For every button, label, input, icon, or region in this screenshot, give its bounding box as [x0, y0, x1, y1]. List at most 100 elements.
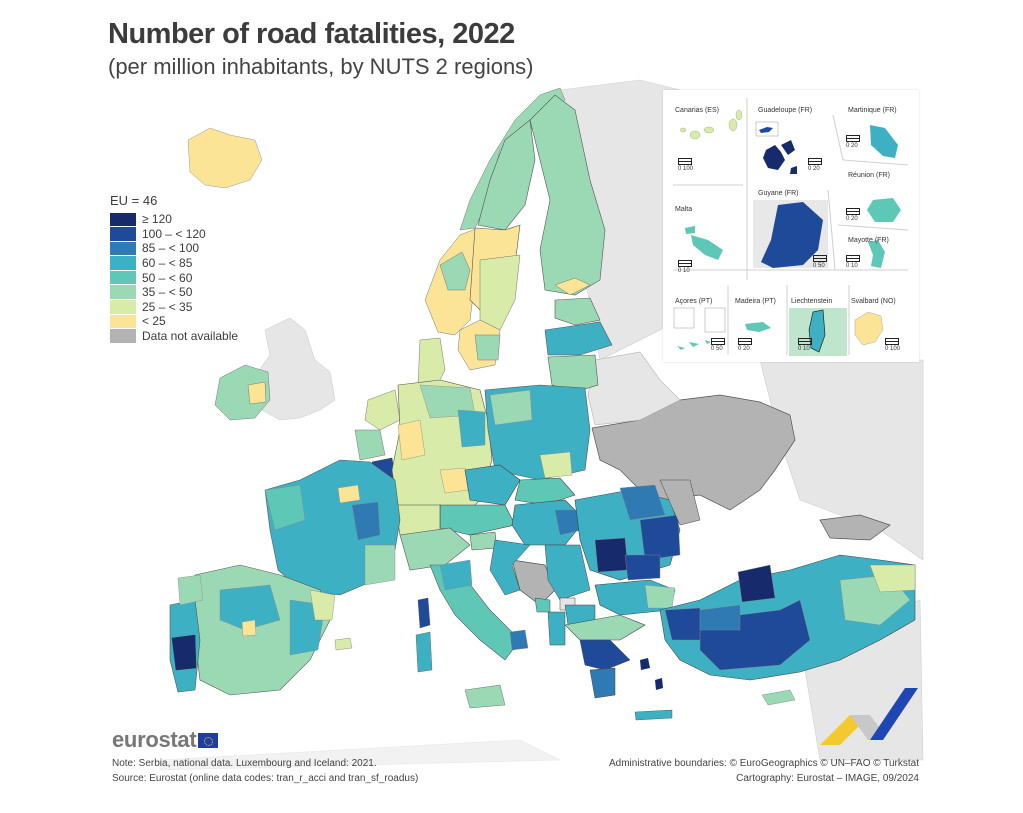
latvia-region	[544, 321, 613, 356]
legend-item: 35 – < 50	[110, 285, 238, 300]
montenegro-region	[534, 597, 551, 613]
italy-north-region	[399, 527, 471, 571]
outermost-regions-insets: Canarias (ES) Guadeloupe (FR) Martinique…	[663, 90, 919, 362]
ireland-eastern-midland-region	[247, 381, 267, 405]
romania-southeast-region	[639, 514, 681, 561]
scale-bar-canarias: 0 100	[678, 158, 693, 172]
spain-central-region	[219, 584, 281, 631]
sweden-east-region	[479, 254, 521, 331]
legend-swatch	[110, 285, 136, 300]
inset-label-svalbard: Svalbard (NO)	[851, 298, 896, 305]
eurostat-corner-mark-icon	[820, 688, 918, 745]
italy-emilia-region	[439, 559, 473, 591]
scale-bar-svalbard: 0 100	[885, 338, 900, 352]
legend-swatch	[110, 227, 136, 241]
scale-bar-guyane: 0 50	[813, 255, 827, 269]
source-text: Source: Eurostat (online data codes: tra…	[112, 773, 419, 784]
legend-item: 100 – < 120	[110, 227, 238, 242]
sardinia-region	[415, 631, 433, 673]
slovenia-region	[469, 531, 498, 551]
catalonia-region	[309, 589, 336, 621]
scale-bar-liechtenstein: 0 10	[798, 338, 812, 352]
inset-label-guyane: Guyane (FR)	[758, 190, 799, 197]
scale-bar-martinique: 0 20	[846, 135, 860, 149]
legend-swatch	[110, 314, 136, 329]
slovakia-region	[514, 477, 576, 506]
finland-region	[529, 94, 606, 296]
greece-north-region	[564, 614, 646, 641]
inset-label-guadeloupe: Guadeloupe (FR)	[758, 107, 813, 114]
netherlands-region	[364, 389, 401, 431]
legend-swatch	[110, 329, 136, 343]
guyane-shape	[761, 202, 823, 268]
portugal-alentejo-region	[171, 634, 197, 671]
footnotes: Note: Serbia, national data. Luxembourg …	[112, 756, 418, 786]
inset-dividers	[673, 98, 909, 356]
scale-bar-mayotte: 0 10	[846, 255, 860, 269]
bourgogne-region	[351, 501, 381, 541]
finland-south-region	[554, 277, 591, 296]
liechtenstein-shape	[808, 309, 826, 353]
moldova-region	[659, 479, 701, 526]
scale-bar-acores: 0 50	[711, 338, 725, 352]
iceland-region	[187, 127, 263, 189]
lithuania-region	[547, 354, 599, 393]
eu-average-label: EU = 46	[110, 193, 158, 208]
eu-flag-icon	[198, 732, 219, 748]
legend-swatch	[110, 256, 136, 270]
aegean-islands-region	[640, 658, 663, 690]
ile-de-france-region	[337, 484, 361, 504]
romania-southwest-region	[594, 537, 629, 573]
bulgaria-east-region	[644, 584, 676, 609]
inset-label-liechtenstein: Liechtenstein	[791, 298, 833, 305]
martinique-shape	[870, 125, 898, 158]
credits: Administrative boundaries: © EuroGeograp…	[609, 756, 919, 786]
mayotte-shape	[868, 240, 885, 268]
boundaries-credit: Administrative boundaries: © EuroGeograp…	[608, 758, 919, 769]
scale-bar-guadeloupe: 0 20	[808, 158, 822, 172]
france-southeast-region	[364, 544, 396, 586]
ireland-region	[214, 364, 271, 421]
legend-swatch	[110, 300, 136, 314]
legend-swatch	[110, 241, 136, 256]
croatia-region	[489, 539, 531, 596]
map-subtitle: (per million inhabitants, by NUTS 2 regi…	[108, 54, 534, 79]
scale-bar-reunion: 0 20	[846, 208, 860, 222]
guadeloupe-shape	[763, 140, 797, 174]
legend-swatch	[110, 212, 136, 227]
balearic-islands-region	[334, 637, 353, 651]
balkans-bih-region	[511, 559, 556, 606]
legend-item: Data not available	[110, 329, 238, 344]
turkey-west-region	[664, 607, 701, 641]
legend-swatch	[110, 270, 136, 285]
cartography-credit: Cartography: Eurostat – IMAGE, 09/2024	[736, 773, 919, 784]
inset-label-canarias: Canarias (ES)	[675, 107, 719, 114]
belarus-region	[587, 351, 681, 426]
romania-northeast-region	[619, 484, 666, 521]
acores-shape	[677, 340, 711, 350]
legend-item: 25 – < 35	[110, 300, 238, 315]
inset-label-acores: Açores (PT)	[675, 298, 713, 305]
romania-south-region	[624, 554, 661, 581]
legend-item: 85 – < 100	[110, 241, 238, 256]
cyprus-region	[761, 689, 796, 706]
legend: EU = 46 ≥ 120 100 – < 120 85 – < 100 60 …	[110, 193, 238, 343]
germany-bayern-region	[439, 467, 469, 494]
legend-item: ≥ 120	[110, 212, 238, 227]
czechia-region	[464, 464, 521, 506]
svalbard-shape	[854, 311, 884, 346]
inset-label-martinique: Martinique (FR)	[848, 107, 897, 114]
norway-innlandet-region	[439, 251, 471, 291]
canarias-shape	[679, 109, 743, 140]
malta-shape	[685, 226, 723, 260]
spain-madrid-region	[241, 619, 257, 637]
eurostat-logo: eurostat	[112, 727, 219, 753]
legend-item: < 25	[110, 314, 238, 329]
sweden-smaland-region	[474, 334, 501, 361]
north-africa-background	[159, 739, 561, 771]
sweden-north-region	[477, 119, 536, 231]
poland-south-region	[539, 451, 573, 479]
greece-peloponnese-region	[589, 667, 616, 699]
poland-north-region	[489, 389, 533, 426]
scale-bar-malta: 0 10	[678, 260, 692, 274]
